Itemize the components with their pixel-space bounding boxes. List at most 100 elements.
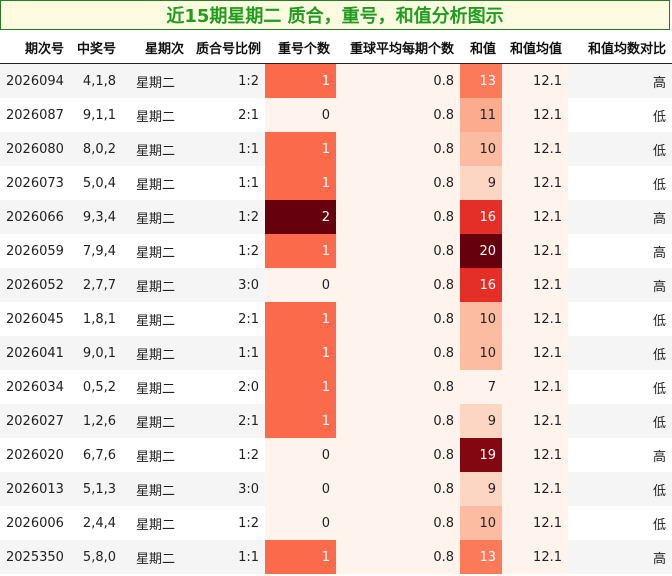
- sum-avg-cell: 12.1: [502, 166, 568, 200]
- table-row: 2026013 5,1,3 星期二 3:0 0 0.8 9 12.1 低: [0, 472, 672, 506]
- weekday-cell: 星期二: [122, 404, 190, 438]
- ratio-cell: 3:0: [190, 472, 265, 506]
- numbers-cell: 6,7,6: [70, 438, 122, 472]
- sum-cell: 16: [460, 200, 502, 234]
- column-header: 质合号比例: [190, 31, 265, 64]
- compare-cell: 高: [568, 540, 672, 574]
- numbers-cell: 1,2,6: [70, 404, 122, 438]
- compare-cell: 低: [568, 166, 672, 200]
- ratio-cell: 1:1: [190, 540, 265, 574]
- sum-cell: 10: [460, 506, 502, 540]
- table-row: 2026020 6,7,6 星期二 1:2 0 0.8 19 12.1 高: [0, 438, 672, 472]
- sum-avg-cell: 12.1: [502, 268, 568, 302]
- avg-repeat-cell: 0.8: [336, 200, 460, 234]
- sum-avg-cell: 12.1: [502, 404, 568, 438]
- repeat-count-cell: 1: [265, 63, 336, 98]
- numbers-cell: 7,9,4: [70, 234, 122, 268]
- numbers-cell: 4,1,8: [70, 63, 122, 98]
- avg-repeat-cell: 0.8: [336, 370, 460, 404]
- ratio-cell: 1:2: [190, 234, 265, 268]
- ratio-cell: 1:2: [190, 200, 265, 234]
- weekday-cell: 星期二: [122, 336, 190, 370]
- table-row: 2026094 4,1,8 星期二 1:2 1 0.8 13 12.1 高: [0, 63, 672, 98]
- sum-avg-cell: 12.1: [502, 63, 568, 98]
- table-row: 2026059 7,9,4 星期二 1:2 1 0.8 20 12.1 高: [0, 234, 672, 268]
- sum-avg-cell: 12.1: [502, 540, 568, 574]
- ratio-cell: 2:1: [190, 302, 265, 336]
- issue-cell: 2026013: [0, 472, 70, 506]
- avg-repeat-cell: 0.8: [336, 506, 460, 540]
- avg-repeat-cell: 0.8: [336, 63, 460, 98]
- sum-cell: 13: [460, 540, 502, 574]
- sum-avg-cell: 12.1: [502, 200, 568, 234]
- repeat-count-cell: 0: [265, 438, 336, 472]
- compare-cell: 低: [568, 370, 672, 404]
- weekday-cell: 星期二: [122, 268, 190, 302]
- repeat-count-cell: 1: [265, 336, 336, 370]
- issue-cell: 2026034: [0, 370, 70, 404]
- column-header: 期次号: [0, 31, 70, 64]
- table-row: 2025350 5,8,0 星期二 1:1 1 0.8 13 12.1 高: [0, 540, 672, 574]
- avg-repeat-cell: 0.8: [336, 472, 460, 506]
- table-row: 2026034 0,5,2 星期二 2:0 1 0.8 7 12.1 低: [0, 370, 672, 404]
- page-title: 近15期星期二 质合，重号，和值分析图示: [0, 0, 670, 30]
- avg-repeat-cell: 0.8: [336, 404, 460, 438]
- table-row: 2026027 1,2,6 星期二 2:1 1 0.8 9 12.1 低: [0, 404, 672, 438]
- column-header: 和值均数对比: [568, 31, 672, 64]
- issue-cell: 2025350: [0, 540, 70, 574]
- repeat-count-cell: 0: [265, 98, 336, 132]
- compare-cell: 低: [568, 506, 672, 540]
- table-header-row: 期次号 中奖号 星期次 质合号比例 重号个数 重球平均每期个数 和值 和值均值 和值均数对比: [0, 31, 672, 64]
- sum-avg-cell: 12.1: [502, 506, 568, 540]
- table-row: 2026073 5,0,4 星期二 1:1 1 0.8 9 12.1 低: [0, 166, 672, 200]
- issue-cell: 2026020: [0, 438, 70, 472]
- ratio-cell: 1:2: [190, 63, 265, 98]
- column-header: 重号个数: [265, 31, 336, 64]
- sum-cell: 9: [460, 166, 502, 200]
- compare-cell: 低: [568, 404, 672, 438]
- repeat-count-cell: 0: [265, 506, 336, 540]
- weekday-cell: 星期二: [122, 370, 190, 404]
- ratio-cell: 3:0: [190, 268, 265, 302]
- compare-cell: 高: [568, 63, 672, 98]
- issue-cell: 2026006: [0, 506, 70, 540]
- table-row: 2026052 2,7,7 星期二 3:0 0 0.8 16 12.1 高: [0, 268, 672, 302]
- compare-cell: 低: [568, 336, 672, 370]
- avg-repeat-cell: 0.8: [336, 302, 460, 336]
- weekday-cell: 星期二: [122, 540, 190, 574]
- weekday-cell: 星期二: [122, 506, 190, 540]
- sum-cell: 16: [460, 268, 502, 302]
- sum-avg-cell: 12.1: [502, 438, 568, 472]
- compare-cell: 低: [568, 132, 672, 166]
- avg-repeat-cell: 0.8: [336, 98, 460, 132]
- column-header: 重球平均每期个数: [336, 31, 460, 64]
- numbers-cell: 9,0,1: [70, 336, 122, 370]
- table-row: 2026006 2,4,4 星期二 1:2 0 0.8 10 12.1 低: [0, 506, 672, 540]
- repeat-count-cell: 1: [265, 302, 336, 336]
- sum-cell: 9: [460, 472, 502, 506]
- sum-avg-cell: 12.1: [502, 98, 568, 132]
- avg-repeat-cell: 0.8: [336, 132, 460, 166]
- weekday-cell: 星期二: [122, 234, 190, 268]
- avg-repeat-cell: 0.8: [336, 336, 460, 370]
- table-row: 2026087 9,1,1 星期二 2:1 0 0.8 11 12.1 低: [0, 98, 672, 132]
- numbers-cell: 5,1,3: [70, 472, 122, 506]
- sum-avg-cell: 12.1: [502, 234, 568, 268]
- numbers-cell: 2,7,7: [70, 268, 122, 302]
- numbers-cell: 9,1,1: [70, 98, 122, 132]
- sum-cell: 20: [460, 234, 502, 268]
- sum-avg-cell: 12.1: [502, 302, 568, 336]
- ratio-cell: 2:1: [190, 404, 265, 438]
- issue-cell: 2026027: [0, 404, 70, 438]
- numbers-cell: 8,0,2: [70, 132, 122, 166]
- weekday-cell: 星期二: [122, 166, 190, 200]
- issue-cell: 2026066: [0, 200, 70, 234]
- sum-cell: 19: [460, 438, 502, 472]
- numbers-cell: 5,8,0: [70, 540, 122, 574]
- avg-repeat-cell: 0.8: [336, 438, 460, 472]
- column-header: 和值: [460, 31, 502, 64]
- column-header: 星期次: [122, 31, 190, 64]
- repeat-count-cell: 1: [265, 132, 336, 166]
- ratio-cell: 2:0: [190, 370, 265, 404]
- issue-cell: 2026052: [0, 268, 70, 302]
